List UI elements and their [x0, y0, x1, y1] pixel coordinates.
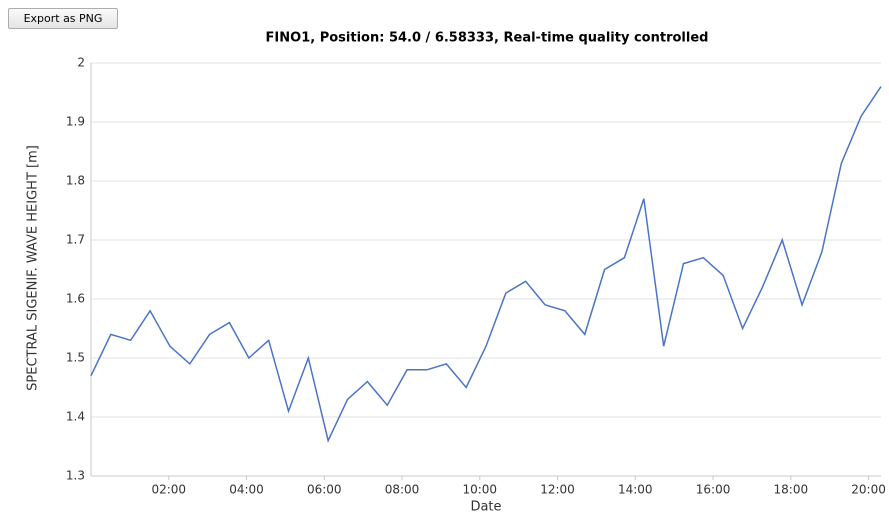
data-line [90, 86, 882, 443]
chart-title: FINO1, Position: 54.0 / 6.58333, Real-ti… [266, 31, 709, 46]
y-tick-label: 1.6 [66, 292, 85, 306]
x-tick-label: 12:00 [540, 483, 575, 497]
x-axis-title: Date [470, 500, 501, 515]
y-tick-label: 1.7 [66, 233, 85, 247]
x-tick-label: 08:00 [385, 483, 420, 497]
x-tick-label: 04:00 [229, 483, 264, 497]
export-button[interactable]: Export as PNG [8, 8, 118, 29]
x-tick-label: 20:00 [851, 483, 886, 497]
y-tick-label: 1.3 [66, 469, 85, 483]
x-tick-label: 06:00 [307, 483, 342, 497]
y-tick-label: 1.4 [66, 410, 85, 424]
y-axis-title: SPECTRAL SIGENIF. WAVE HEIGHT [m] [26, 145, 41, 391]
y-tick-label: 1.8 [66, 174, 85, 188]
x-tick-label: 18:00 [774, 483, 809, 497]
x-tick-label: 16:00 [696, 483, 731, 497]
x-tick-label: 02:00 [151, 483, 186, 497]
y-tick-label: 1.5 [66, 351, 85, 365]
x-tick-label: 14:00 [618, 483, 653, 497]
x-tick-label: 10:00 [462, 483, 497, 497]
y-tick-label: 1.9 [66, 115, 85, 129]
y-tick-label: 2 [77, 56, 85, 70]
